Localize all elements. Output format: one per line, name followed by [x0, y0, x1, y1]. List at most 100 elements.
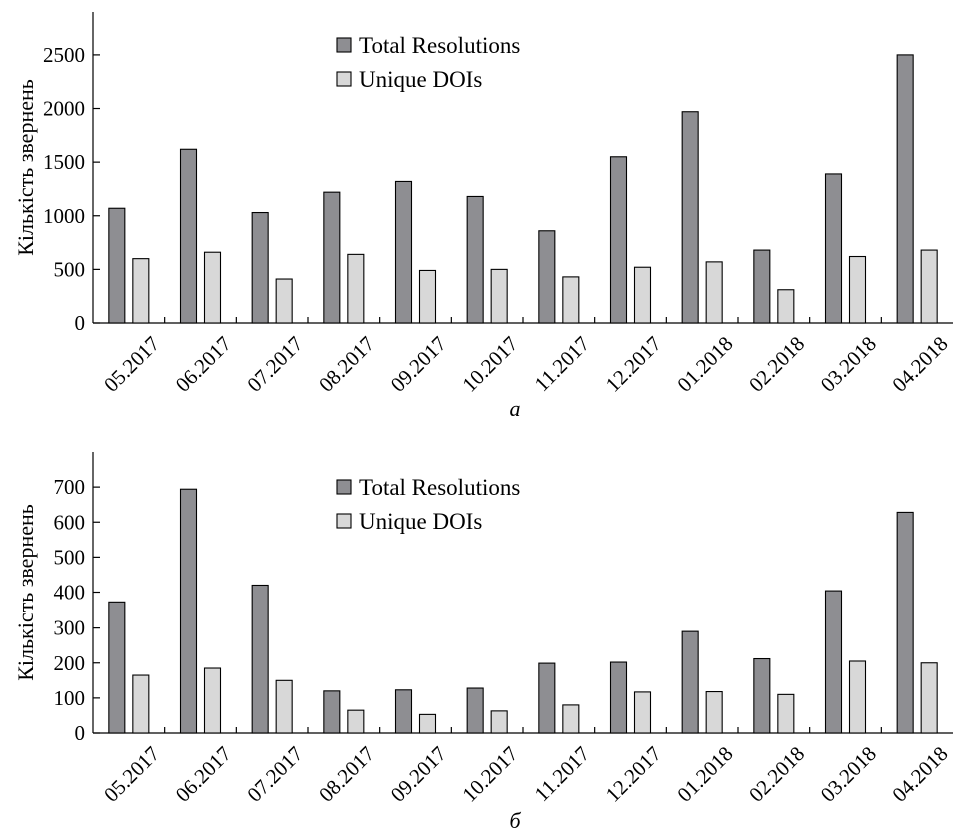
bar-total-resolutions [252, 213, 268, 323]
legend-label-unique-dois: Unique DOIs [359, 509, 482, 534]
y-tick-label: 2500 [43, 43, 85, 67]
bar-unique-dois [635, 267, 651, 323]
x-tick-label: 12.2017 [601, 741, 666, 806]
x-tick-label: 10.2017 [457, 331, 522, 396]
bar-unique-dois [563, 705, 579, 733]
x-tick-label: 08.2017 [314, 331, 379, 396]
y-tick-label: 700 [54, 475, 86, 499]
legend-label-total-resolutions: Total Resolutions [359, 475, 520, 500]
y-tick-label: 1000 [43, 204, 85, 228]
bar-unique-dois [778, 290, 794, 323]
bar-unique-dois [420, 714, 436, 733]
bar-total-resolutions [181, 149, 197, 323]
bar-unique-dois [921, 250, 937, 323]
bar-total-resolutions [396, 690, 412, 733]
x-tick-label: 06.2017 [171, 331, 236, 396]
bar-total-resolutions [539, 663, 555, 733]
y-axis-label: Кількість звернень [13, 79, 38, 256]
bar-total-resolutions [897, 55, 913, 323]
bar-total-resolutions [467, 688, 483, 733]
x-tick-label: 06.2017 [171, 741, 236, 806]
legend-swatch-total-resolutions [337, 38, 351, 52]
y-tick-label: 500 [54, 545, 86, 569]
bar-total-resolutions [109, 208, 125, 323]
bar-total-resolutions [109, 602, 125, 733]
bar-total-resolutions [682, 631, 698, 733]
bar-unique-dois [706, 692, 722, 733]
y-tick-label: 100 [54, 686, 86, 710]
bar-unique-dois [205, 252, 221, 323]
y-axis-label: Кількість звернень [13, 504, 38, 681]
bar-unique-dois [205, 668, 221, 733]
legend-swatch-unique-dois [337, 72, 351, 86]
legend-swatch-total-resolutions [337, 480, 351, 494]
bar-total-resolutions [324, 192, 340, 323]
bar-unique-dois [348, 254, 364, 323]
bar-total-resolutions [252, 585, 268, 733]
bar-unique-dois [850, 661, 866, 733]
x-tick-label: 07.2017 [242, 741, 307, 806]
x-tick-label: 11.2017 [530, 331, 595, 396]
x-tick-label: 12.2017 [601, 331, 666, 396]
bar-unique-dois [133, 675, 149, 733]
y-tick-label: 1500 [43, 150, 85, 174]
bar-unique-dois [778, 694, 794, 733]
bar-total-resolutions [467, 196, 483, 323]
x-tick-label: 01.2018 [672, 741, 737, 806]
chart-panel-2: 0 100 200 300 400 500 600 700 Кількість звернень… [13, 452, 953, 833]
panel-label: б [509, 808, 521, 833]
bar-total-resolutions [611, 662, 627, 733]
bar-total-resolutions [396, 181, 412, 323]
y-tick-label: 2000 [43, 97, 85, 121]
y-tick-label: 200 [54, 651, 86, 675]
panel-label: а [510, 396, 521, 421]
x-tick-label: 11.2017 [530, 741, 595, 806]
x-tick-label: 03.2018 [816, 331, 881, 396]
bar-unique-dois [850, 257, 866, 323]
bar-unique-dois [491, 269, 507, 323]
x-tick-label: 05.2017 [99, 331, 164, 396]
bar-unique-dois [276, 279, 292, 323]
bar-total-resolutions [181, 489, 197, 733]
legend-label-total-resolutions: Total Resolutions [359, 33, 520, 58]
legend-swatch-unique-dois [337, 514, 351, 528]
x-tick-label: 09.2017 [386, 331, 451, 396]
bar-total-resolutions [826, 174, 842, 323]
y-tick-label: 600 [54, 510, 86, 534]
x-tick-label: 10.2017 [457, 741, 522, 806]
bar-total-resolutions [611, 157, 627, 323]
bar-unique-dois [563, 277, 579, 323]
x-tick-label: 05.2017 [99, 741, 164, 806]
y-tick-label: 400 [54, 581, 86, 605]
y-tick-label: 0 [75, 311, 86, 335]
bar-total-resolutions [826, 591, 842, 733]
bar-unique-dois [491, 711, 507, 733]
x-tick-label: 02.2018 [744, 331, 809, 396]
y-tick-label: 300 [54, 616, 86, 640]
bar-unique-dois [921, 663, 937, 733]
bar-total-resolutions [324, 691, 340, 733]
bar-unique-dois [635, 692, 651, 733]
x-tick-label: 07.2017 [242, 331, 307, 396]
bar-unique-dois [420, 270, 436, 323]
bar-total-resolutions [754, 250, 770, 323]
bar-total-resolutions [682, 112, 698, 323]
x-tick-label: 03.2018 [816, 741, 881, 806]
x-tick-label: 02.2018 [744, 741, 809, 806]
bar-unique-dois [348, 710, 364, 733]
x-tick-label: 01.2018 [672, 331, 737, 396]
y-tick-label: 500 [54, 257, 86, 281]
bar-unique-dois [706, 262, 722, 323]
x-tick-label: 08.2017 [314, 741, 379, 806]
bar-unique-dois [133, 259, 149, 323]
bar-total-resolutions [897, 512, 913, 733]
x-tick-label: 04.2018 [887, 741, 952, 806]
bar-total-resolutions [539, 231, 555, 323]
x-tick-label: 04.2018 [887, 331, 952, 396]
y-tick-label: 0 [75, 721, 86, 745]
x-tick-label: 09.2017 [386, 741, 451, 806]
bar-total-resolutions [754, 659, 770, 733]
legend-label-unique-dois: Unique DOIs [359, 67, 482, 92]
